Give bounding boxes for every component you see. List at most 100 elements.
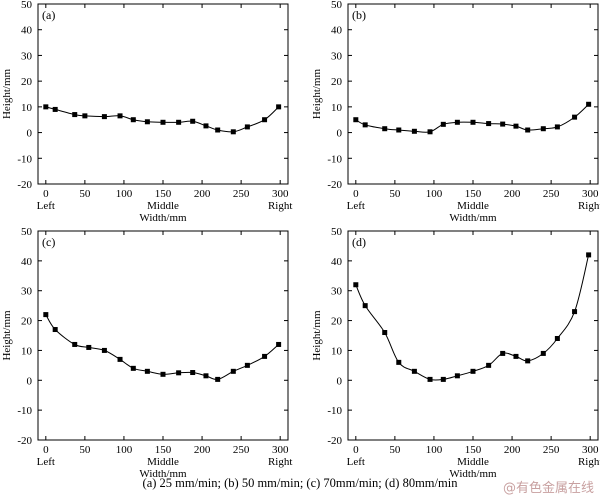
data-point-marker — [586, 101, 592, 107]
data-point-marker — [500, 121, 506, 127]
y-tick-label: -10 — [327, 405, 342, 417]
data-point-marker — [513, 123, 519, 129]
y-tick-label: 30 — [21, 50, 33, 62]
y-tick-label: 40 — [21, 25, 33, 37]
data-point-marker — [500, 350, 506, 356]
position-label: Middle — [457, 456, 489, 468]
y-tick-label: 10 — [21, 102, 33, 114]
data-point-marker — [160, 119, 166, 125]
y-tick-label: -20 — [327, 179, 342, 191]
x-tick-label: 100 — [116, 444, 133, 456]
plot-frame — [37, 230, 289, 441]
x-tick-label: 250 — [543, 444, 560, 456]
position-label: Right — [268, 456, 292, 468]
y-tick-label: -10 — [17, 153, 32, 165]
x-tick-label: 200 — [194, 444, 211, 456]
data-point-marker — [176, 370, 182, 376]
data-point-marker — [144, 368, 150, 374]
position-label: Right — [578, 456, 600, 468]
x-tick-label: 0 — [43, 444, 49, 456]
y-tick-label: 40 — [21, 256, 33, 268]
data-point-marker — [396, 127, 402, 133]
y-tick-label: 20 — [21, 76, 33, 88]
y-tick-label: 50 — [331, 226, 343, 238]
position-label: Middle — [457, 200, 489, 212]
x-axis-label: Width/mm — [139, 212, 187, 224]
data-point-marker — [411, 368, 417, 374]
x-tick-label: 150 — [465, 188, 482, 200]
data-point-marker — [382, 126, 388, 132]
data-point-marker — [362, 303, 368, 309]
x-tick-label: 150 — [465, 444, 482, 456]
x-tick-label: 150 — [155, 444, 172, 456]
x-tick-label: 50 — [79, 444, 91, 456]
y-tick-label: 0 — [27, 375, 33, 387]
data-point-marker — [244, 362, 250, 368]
data-point-marker — [554, 124, 560, 130]
data-point-marker — [101, 347, 107, 353]
data-point-marker — [130, 117, 136, 123]
y-tick-label: 20 — [331, 316, 343, 328]
position-label: Left — [347, 456, 365, 468]
plot-frame — [347, 230, 599, 441]
y-tick-label: 10 — [331, 102, 343, 114]
y-tick-label: 50 — [21, 0, 33, 11]
position-label: Left — [37, 456, 55, 468]
data-point-marker — [513, 353, 519, 359]
data-point-marker — [86, 344, 92, 350]
x-tick-label: 250 — [233, 444, 250, 456]
position-label: Middle — [147, 200, 179, 212]
data-point-marker — [454, 119, 460, 125]
data-point-marker — [411, 128, 417, 134]
x-tick-label: 150 — [155, 188, 172, 200]
data-point-marker — [117, 113, 123, 119]
data-point-marker — [427, 376, 433, 382]
data-point-marker — [52, 327, 58, 333]
x-tick-label: 250 — [233, 188, 250, 200]
panel-label: (c) — [42, 235, 55, 249]
x-axis-label: Width/mm — [449, 212, 497, 224]
data-point-marker — [144, 119, 150, 125]
x-tick-label: 0 — [353, 188, 359, 200]
data-point-marker — [230, 368, 236, 374]
watermark: @有色金属在线 — [502, 481, 594, 496]
data-point-marker — [130, 365, 136, 371]
data-point-marker — [43, 312, 49, 318]
chart-panel: (a) -20 -10 0 10 20 30 40 50 0 50 100 150 200 250 300 Le… — [1, 0, 292, 224]
plot-frame — [37, 3, 289, 185]
x-tick-label: 0 — [43, 188, 49, 200]
data-point-marker — [486, 121, 492, 127]
x-tick-label: 0 — [353, 444, 359, 456]
data-point-marker — [276, 104, 282, 110]
x-tick-label: 300 — [272, 188, 289, 200]
x-axis-label: Width/mm — [449, 468, 497, 480]
position-label: Right — [578, 200, 600, 212]
x-tick-label: 100 — [426, 188, 443, 200]
x-axis-label: Width/mm — [139, 468, 187, 480]
data-point-marker — [176, 119, 182, 125]
y-axis-label: Height/mm — [1, 310, 13, 361]
data-point-marker — [486, 362, 492, 368]
y-tick-label: 50 — [331, 0, 343, 11]
y-axis-label: Height/mm — [311, 310, 323, 361]
panel-label: (d) — [352, 235, 366, 249]
data-point-marker — [43, 104, 49, 110]
x-tick-label: 50 — [79, 188, 91, 200]
y-tick-label: 10 — [21, 345, 33, 357]
y-tick-label: 10 — [331, 345, 343, 357]
panel-label: (a) — [42, 8, 55, 22]
y-tick-label: 50 — [21, 226, 33, 238]
y-tick-label: 30 — [21, 286, 33, 298]
x-tick-label: 50 — [389, 444, 401, 456]
y-tick-label: 30 — [331, 286, 343, 298]
series-line — [45, 106, 279, 133]
data-point-marker — [362, 122, 368, 128]
y-axis-label: Height/mm — [1, 69, 13, 120]
data-point-marker — [72, 341, 78, 347]
data-point-marker — [540, 126, 546, 132]
x-tick-label: 100 — [116, 188, 133, 200]
data-point-marker — [554, 335, 560, 341]
y-tick-label: 20 — [331, 76, 343, 88]
data-point-marker — [262, 117, 268, 123]
